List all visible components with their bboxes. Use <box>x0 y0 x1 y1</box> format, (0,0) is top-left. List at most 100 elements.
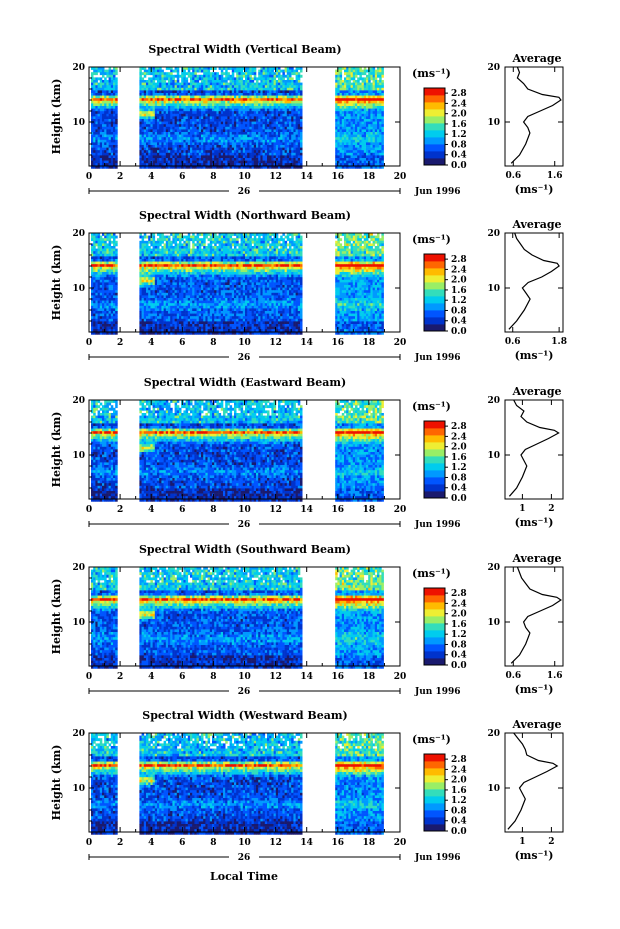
heatmap-cell <box>234 238 237 242</box>
heatmap-cell <box>284 240 288 244</box>
heatmap-cell <box>99 238 103 242</box>
heatmap-cell <box>275 119 279 122</box>
heatmap-cell <box>220 163 224 167</box>
heatmap-cell <box>344 158 347 161</box>
heatmap-cell <box>295 126 299 130</box>
heatmap-cell <box>363 95 367 99</box>
heatmap-cell <box>201 90 204 94</box>
heatmap-cell <box>348 108 351 112</box>
heatmap-cell <box>262 77 266 81</box>
heatmap-cell <box>154 126 158 130</box>
heatmap-cell <box>183 158 186 161</box>
heatmap-cell <box>245 87 248 91</box>
heatmap-cell <box>366 142 369 146</box>
heatmap-cell <box>115 137 118 141</box>
heatmap-cell <box>168 240 171 244</box>
heatmap-cell <box>271 129 274 133</box>
heatmap-cell <box>214 137 217 141</box>
heatmap-cell <box>192 95 195 99</box>
heatmap-cell <box>194 142 197 146</box>
heatmap-cell <box>99 106 103 109</box>
heatmap-cell <box>370 233 373 236</box>
heatmap-cell <box>225 165 228 169</box>
heatmap-cell <box>335 134 338 138</box>
heatmap-cell <box>344 132 347 135</box>
heatmap-cell <box>115 145 118 148</box>
heatmap-cell <box>372 142 376 146</box>
heatmap-cell <box>150 124 153 128</box>
heatmap-cell <box>240 95 244 99</box>
heatmap-cell <box>352 95 356 99</box>
heatmap-cell <box>220 137 224 141</box>
heatmap-cell <box>227 132 230 135</box>
heatmap-cell <box>231 72 235 76</box>
heatmap-cell <box>253 67 257 70</box>
heatmap-cell <box>102 103 105 107</box>
heatmap-cell <box>350 106 354 109</box>
heatmap-cell <box>93 100 96 104</box>
heatmap-cell <box>352 160 356 164</box>
heatmap-cell <box>346 235 349 239</box>
heatmap-cell <box>339 80 343 83</box>
heatmap-cell <box>368 113 371 117</box>
heatmap-cell <box>187 248 191 252</box>
heatmap-cell <box>227 103 230 107</box>
heatmap-cell <box>220 158 224 161</box>
heatmap-cell <box>350 147 354 151</box>
heatmap-cell <box>280 129 283 133</box>
heatmap-cell <box>286 90 290 94</box>
heatmap-cell <box>205 121 208 125</box>
heatmap-cell <box>355 126 358 130</box>
heatmap-cell <box>229 158 233 161</box>
heatmap-cell <box>216 147 219 151</box>
heatmap-cell <box>176 82 180 86</box>
heatmap-cell <box>337 163 340 167</box>
heatmap-cell <box>271 98 274 102</box>
heatmap-cell <box>253 248 257 252</box>
heatmap-cell <box>214 240 217 244</box>
heatmap-cell <box>192 158 195 161</box>
heatmap-cell <box>289 106 292 109</box>
heatmap-cell <box>99 77 103 81</box>
heatmap-cell <box>295 238 299 242</box>
heatmap-cell <box>220 147 224 151</box>
heatmap-cell <box>295 243 299 247</box>
heatmap-cell <box>251 246 255 249</box>
heatmap-cell <box>216 126 219 130</box>
heatmap-cell <box>357 137 360 141</box>
heatmap-cell <box>289 150 292 154</box>
heatmap-cell <box>91 243 94 247</box>
heatmap-cell <box>152 80 156 83</box>
heatmap-cell <box>163 85 167 89</box>
heatmap-cell <box>344 152 347 156</box>
avg-y-tick-label: 20 <box>487 63 500 73</box>
heatmap-cell <box>273 240 277 244</box>
heatmap-cell <box>374 132 378 135</box>
heatmap-cell <box>267 85 270 89</box>
heatmap-cell <box>335 251 338 255</box>
heatmap-cell <box>168 95 171 99</box>
heatmap-cell <box>99 124 103 128</box>
heatmap-cell <box>291 147 294 151</box>
heatmap-cell <box>236 95 239 99</box>
heatmap-cell <box>174 108 178 112</box>
heatmap-cell <box>168 74 171 78</box>
heatmap-cell <box>280 85 283 89</box>
heatmap-cell <box>220 251 224 255</box>
heatmap-cell <box>234 139 237 143</box>
heatmap-cell <box>350 150 354 154</box>
heatmap-cell <box>350 155 354 159</box>
heatmap-cell <box>273 108 277 112</box>
heatmap-cell <box>361 116 365 120</box>
heatmap-cell <box>269 93 272 96</box>
heatmap-cell <box>187 235 191 239</box>
heatmap-cell <box>256 147 259 151</box>
heatmap-cell <box>148 69 151 73</box>
heatmap-cell <box>165 152 169 156</box>
heatmap-cell <box>203 87 206 91</box>
heatmap-cell <box>179 106 182 109</box>
heatmap-cell <box>115 108 118 112</box>
heatmap-cell <box>113 150 116 154</box>
heatmap-cell <box>97 108 101 112</box>
average-title: Average <box>511 52 561 65</box>
